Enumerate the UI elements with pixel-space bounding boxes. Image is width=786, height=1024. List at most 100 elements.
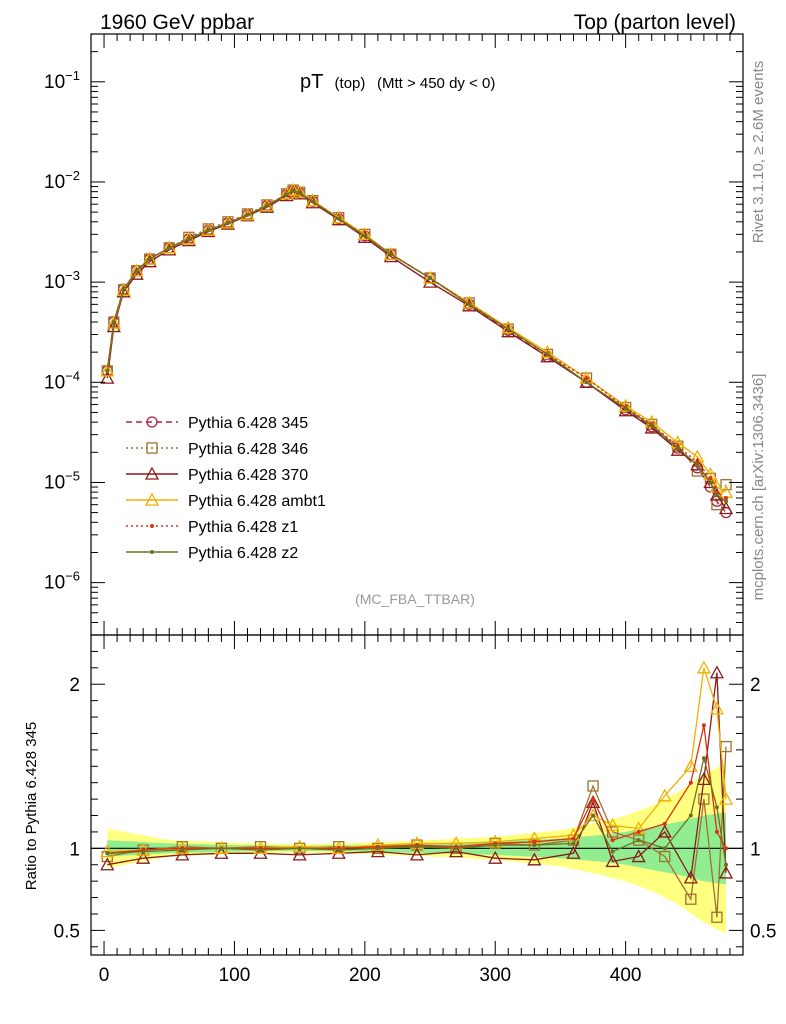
ratio-point <box>527 852 542 866</box>
ratio-point <box>662 846 667 851</box>
ratio-point <box>454 846 459 851</box>
series-line-2 <box>106 190 727 509</box>
ratio-point <box>493 843 498 848</box>
ratio-point <box>100 844 115 858</box>
data-point <box>134 268 139 273</box>
ratio-point <box>718 865 734 879</box>
ratio-point <box>532 843 537 848</box>
y-tick-label: 10−1 <box>44 68 80 93</box>
ratio-point <box>591 797 596 802</box>
legend-label: Pythia 6.428 370 <box>188 467 308 484</box>
ratio-point <box>375 846 380 851</box>
data-point <box>649 423 654 428</box>
data-point <box>467 302 472 307</box>
header-left: 1960 GeV ppbar <box>100 11 254 34</box>
legend-label: Pythia 6.428 346 <box>188 441 308 458</box>
data-point <box>105 368 110 373</box>
data-point <box>225 220 230 225</box>
ratio-point <box>688 780 693 785</box>
series-line-0 <box>106 189 727 514</box>
ratio-point <box>566 845 581 859</box>
ratio-point <box>636 838 641 843</box>
ratio-point <box>297 846 302 851</box>
data-point <box>584 380 589 385</box>
ratio-point <box>175 847 190 861</box>
ratio-line-1 <box>107 672 727 880</box>
header-right: Top (parton level) <box>574 11 736 34</box>
ratio-point <box>714 805 719 810</box>
data-point <box>579 374 594 388</box>
data-point <box>545 352 550 357</box>
data-point <box>670 442 685 456</box>
data-point <box>100 363 115 377</box>
ratio-point <box>696 772 711 786</box>
data-point <box>106 319 121 333</box>
ratio-line-3 <box>107 725 727 854</box>
ratio-point <box>605 854 620 868</box>
legend-label: Pythia 6.428 ambt1 <box>188 493 326 510</box>
plot-title-main: pT <box>300 71 323 93</box>
data-point <box>720 479 732 491</box>
data-point <box>297 190 302 195</box>
data-point <box>129 263 144 277</box>
ratio-point <box>714 829 719 834</box>
data-point <box>142 251 157 265</box>
legend-marker <box>150 524 154 528</box>
plot-title-sub1: (top) <box>335 75 366 92</box>
data-point <box>428 275 433 280</box>
y-tick-label: 10−2 <box>44 168 80 193</box>
data-point <box>181 231 196 245</box>
data-point <box>186 236 191 241</box>
y-tick-label: 10−5 <box>44 468 80 493</box>
legend-marker <box>146 416 158 428</box>
data-point <box>116 284 131 298</box>
y-tick-label: 10−3 <box>44 268 80 293</box>
main-panel: 10−1 10−2 10−3 10−4 10−5 10−6 pT (top) (Mtt >… <box>44 33 744 636</box>
ratio-point <box>292 839 307 853</box>
ratio-point <box>724 846 729 851</box>
data-point <box>703 475 718 489</box>
data-point <box>167 245 172 250</box>
ratio-point <box>657 788 672 802</box>
x-tick-label: 0 <box>99 965 110 986</box>
x-tick-label: 200 <box>349 965 381 986</box>
ratio-point <box>292 847 307 861</box>
ratio-point <box>610 849 615 854</box>
data-point <box>310 199 315 204</box>
ratio-point <box>449 844 464 858</box>
legend: Pythia 6.428 345 Pythia 6.428 346 Pythia 6… <box>126 415 326 562</box>
ratio-point <box>571 836 576 841</box>
data-point <box>291 188 296 193</box>
ratio-point <box>587 780 599 792</box>
ratio-point <box>685 893 697 905</box>
legend-label: Pythia 6.428 345 <box>188 415 308 432</box>
ratio-point <box>532 839 537 844</box>
data-point <box>422 270 438 284</box>
ratio-point <box>136 850 151 864</box>
data-point <box>388 252 393 257</box>
ratio-point <box>709 701 725 715</box>
legend-marker <box>150 550 154 554</box>
data-point <box>240 207 255 221</box>
data-point <box>695 462 700 467</box>
y-tick-label: 10−4 <box>44 368 80 393</box>
data-point <box>708 476 713 481</box>
legend-label: Pythia 6.428 z2 <box>188 545 298 562</box>
ratio-point <box>709 665 725 679</box>
ratio-panel-frame <box>90 634 744 956</box>
data-point <box>129 266 144 280</box>
ratio-ylabel: Ratio to Pythia 6.428 345 <box>23 722 40 890</box>
data-point <box>362 233 367 238</box>
ratio-point <box>571 841 576 846</box>
ratio-point <box>659 850 671 863</box>
ratio-y-tick-label: 0.5 <box>54 921 80 942</box>
data-point <box>284 192 289 197</box>
data-point <box>259 198 275 212</box>
ratio-point <box>370 844 385 858</box>
mcplots-label: mcplots.cern.ch [arXiv:1306.3436] <box>750 374 767 601</box>
legend-label: Pythia 6.428 z1 <box>188 519 298 536</box>
ratio-point <box>585 795 601 809</box>
ratio-point <box>683 870 698 884</box>
ratio-point <box>662 821 667 826</box>
